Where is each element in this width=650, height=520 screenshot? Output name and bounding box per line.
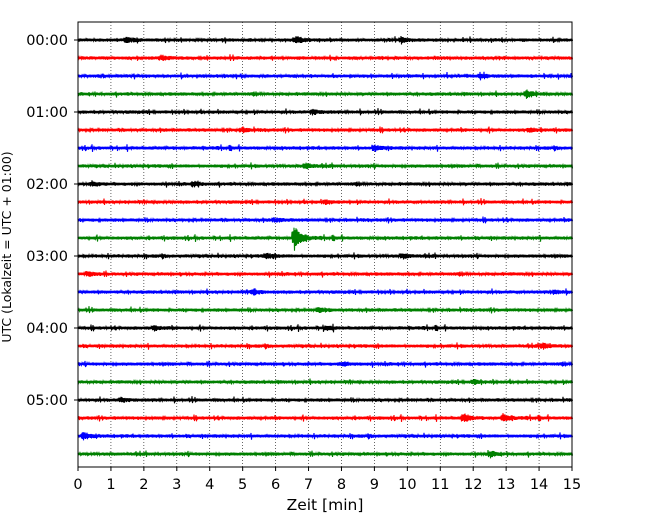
trace-05:00 — [77, 396, 574, 404]
trace-05:45 — [77, 449, 574, 459]
trace-01:30 — [77, 144, 574, 153]
y-tick-label: 04:00 — [26, 321, 68, 337]
x-tick-label: 10 — [398, 477, 416, 493]
trace-00:45 — [77, 89, 574, 99]
trace-signal — [77, 431, 574, 441]
x-tick-label: 7 — [304, 477, 313, 493]
trace-04:30 — [77, 360, 574, 368]
trace-04:45 — [77, 378, 574, 386]
trace-05:15 — [77, 413, 574, 422]
x-tick-label: 11 — [431, 477, 449, 493]
x-axis-label: Zeit [min] — [287, 496, 364, 514]
x-tick-label: 3 — [172, 477, 181, 493]
trace-01:15 — [77, 126, 574, 134]
y-tick-label: 05:00 — [26, 393, 68, 409]
trace-00:30 — [77, 71, 574, 81]
trace-02:30 — [77, 216, 574, 224]
trace-03:00 — [77, 252, 574, 260]
y-axis-ticks: 00:00 01:00 02:00 03:00 04:00 05:00 — [26, 33, 78, 409]
trace-01:45 — [77, 162, 574, 170]
x-tick-label: 13 — [497, 477, 515, 493]
x-tick-label: 1 — [106, 477, 115, 493]
x-tick-label: 4 — [205, 477, 214, 493]
trace-05:30 — [77, 431, 574, 441]
seismic-traces — [77, 35, 574, 459]
x-axis-ticks: 0 1 2 3 4 5 6 7 8 9 10 11 12 13 14 15 — [73, 467, 581, 493]
y-tick-label: 00:00 — [26, 33, 68, 49]
x-tick-label: 6 — [271, 477, 280, 493]
x-tick-label: 12 — [464, 477, 482, 493]
trace-01:00 — [77, 108, 574, 116]
trace-00:15 — [77, 54, 574, 62]
trace-00:00 — [77, 35, 574, 45]
trace-02:45 — [77, 227, 574, 251]
x-tick-label: 15 — [563, 477, 581, 493]
x-tick-label: 9 — [370, 477, 379, 493]
trace-04:15 — [77, 342, 574, 350]
x-tick-label: 0 — [73, 477, 82, 493]
vertical-grid — [110, 22, 540, 467]
trace-04:00 — [77, 323, 574, 333]
y-tick-label: 03:00 — [26, 249, 68, 265]
y-tick-label: 02:00 — [26, 177, 68, 193]
x-tick-label: 2 — [139, 477, 148, 493]
x-tick-label: 14 — [530, 477, 548, 493]
x-tick-label: 8 — [337, 477, 346, 493]
trace-03:45 — [77, 306, 574, 314]
y-tick-label: 01:00 — [26, 105, 68, 121]
plot-frame — [77, 21, 573, 468]
x-tick-label: 5 — [238, 477, 247, 493]
y-axis-label: UTC (Lokalzeit = UTC + 01:00) — [0, 151, 14, 342]
trace-03:15 — [77, 270, 574, 278]
trace-signal — [77, 288, 574, 296]
trace-03:30 — [77, 288, 574, 296]
trace-02:00 — [77, 180, 574, 188]
trace-02:15 — [77, 198, 574, 206]
